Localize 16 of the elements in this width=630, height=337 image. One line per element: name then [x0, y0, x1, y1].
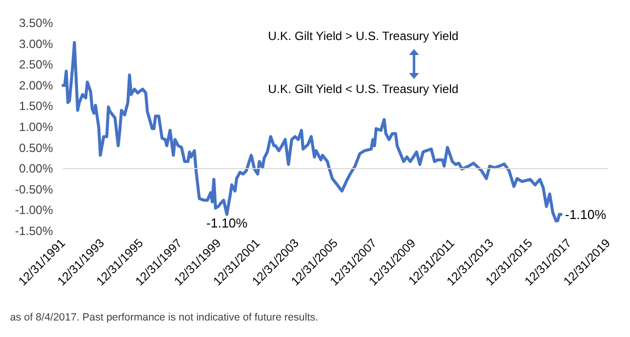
y-tick-label: 3.00%: [18, 36, 54, 51]
annotation: -1.10%: [565, 206, 607, 222]
annotation: U.K. Gilt Yield > U.S. Treasury Yield: [268, 29, 458, 43]
annotation: U.K. Gilt Yield < U.S. Treasury Yield: [268, 82, 458, 96]
y-tick-label: 2.50%: [18, 58, 54, 72]
y-tick-label: 0.50%: [18, 140, 54, 155]
y-tick-label: 0.00%: [18, 162, 54, 176]
annotation: -1.10%: [206, 215, 248, 230]
text: as of 8/4/2017. Past performance is not indicative of future results.: [10, 312, 318, 324]
y-tick-label: -1.00%: [14, 203, 54, 218]
y-tick-label: 1.00%: [18, 120, 54, 134]
y-tick-label: -0.50%: [14, 182, 54, 196]
y-tick-label: 1.50%: [18, 99, 54, 114]
y-tick-label: -1.50%: [14, 224, 54, 238]
y-tick-label: 2.00%: [18, 78, 54, 92]
y-tick-label: 3.50%: [18, 16, 54, 30]
